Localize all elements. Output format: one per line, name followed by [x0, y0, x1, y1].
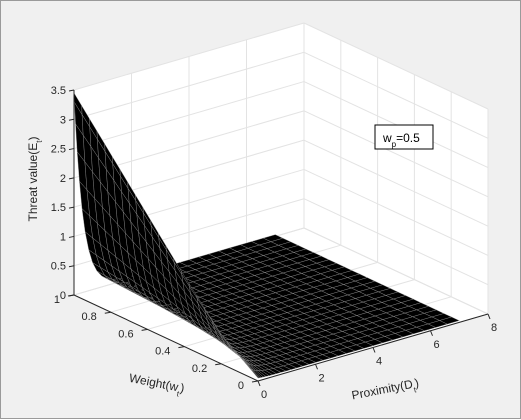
x-tick-label: 4	[376, 356, 382, 368]
x-tick-mark	[487, 313, 491, 320]
surface-patch	[439, 316, 460, 325]
x-tick-label: 8	[491, 322, 497, 334]
z-tick-label: 0.5	[51, 261, 66, 273]
y-tick-label: 0	[238, 380, 244, 392]
y-tick-label: 0.4	[155, 346, 170, 358]
grid-line-z-side	[303, 198, 489, 286]
z-tick-label: 2	[60, 173, 66, 185]
x-tick-mark	[372, 347, 376, 353]
x-tick-mark	[430, 330, 433, 336]
y-axis-label: Weight(wt)	[127, 371, 185, 399]
grid-line-z-side	[303, 51, 489, 139]
x-tick-label: 6	[433, 339, 439, 351]
x-tick-label: 2	[318, 372, 324, 384]
z-tick-label: 2.5	[51, 144, 66, 156]
grid-line-z-side	[303, 110, 489, 198]
grid-line-z-back	[73, 51, 305, 120]
grid-line-z-side	[303, 168, 489, 256]
z-tick-mark	[68, 89, 75, 92]
z-tick-mark	[68, 206, 75, 209]
x-axis-label: Proximity(Dt)	[350, 376, 420, 406]
y-tick-mark	[251, 380, 259, 383]
surface-plot	[73, 92, 460, 379]
x-tick-mark	[257, 380, 261, 387]
y-tick-label: 0.2	[192, 363, 207, 375]
z-tick-mark	[68, 265, 75, 268]
z-tick-label: 0	[60, 290, 66, 302]
z-tick-label: 1.5	[51, 202, 66, 214]
y-tick-mark	[141, 328, 148, 331]
grid-line-z-back	[73, 81, 305, 150]
side-wall-pane	[304, 23, 488, 314]
annotation-box: wp=0.5	[374, 124, 434, 150]
z-tick-mark	[68, 177, 75, 180]
annotation-text: wp=0.5	[382, 131, 420, 149]
grid-line-z-back	[73, 22, 305, 91]
z-axis-label: Threat value(Et)	[26, 137, 44, 222]
z-tick-mark	[68, 235, 75, 238]
grid-line-z-side	[303, 139, 489, 227]
y-tick-mark	[178, 346, 185, 349]
y-tick-label: 0.8	[82, 311, 97, 323]
z-tick-label: 3	[60, 114, 66, 126]
y-axis-line	[73, 294, 259, 382]
x-tick-mark	[315, 364, 318, 370]
z-tick-label: 3.5	[51, 85, 66, 97]
y-tick-mark	[104, 311, 111, 314]
grid-line-z-side	[303, 22, 489, 110]
z-tick-label: 1	[60, 231, 66, 243]
x-tick-label: 0	[261, 389, 267, 401]
y-tick-label: 1	[54, 294, 60, 306]
y-tick-mark	[215, 363, 222, 366]
y-tick-label: 0.6	[118, 328, 133, 340]
z-tick-mark	[68, 118, 75, 121]
grid-line-z-side	[303, 227, 489, 315]
z-tick-mark	[68, 294, 75, 297]
z-tick-mark	[68, 148, 75, 151]
